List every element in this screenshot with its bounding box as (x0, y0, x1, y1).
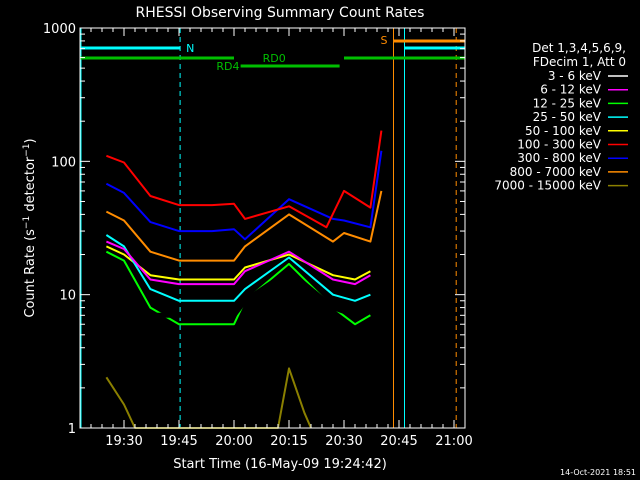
rd0-annotation: RD0 (263, 52, 286, 65)
legend-label: 800 - 7000 keV (510, 165, 602, 179)
x-tick-label: 21:00 (435, 434, 472, 449)
saa-annotation: S (381, 34, 388, 47)
legend-header-line-1: Det 1,3,4,5,6,9, (532, 41, 626, 55)
y-tick-label: 10 (59, 289, 76, 304)
legend-label: 25 - 50 keV (533, 110, 602, 124)
legend-label: 7000 - 15000 keV (494, 179, 601, 193)
plot-frame (79, 27, 466, 429)
x-axis-label: Start Time (16-May-09 19:24:42) (173, 457, 387, 472)
legend-header-line-2: FDecim 1, Att 0 (533, 55, 626, 69)
legend-label: 3 - 6 keV (548, 69, 602, 83)
series-line-100-300-kev (106, 130, 383, 229)
y-tick-label: 100 (51, 155, 76, 170)
x-tick-label: 19:30 (105, 434, 142, 449)
night-annotation: N (186, 42, 194, 55)
x-tick-label: 20:30 (325, 434, 362, 449)
legend: Det 1,3,4,5,6,9, FDecim 1, Att 0 3 - 6 k… (494, 41, 628, 193)
series-line-12-25-kev (105, 250, 371, 326)
chart-title: RHESSI Observing Summary Count Rates (136, 5, 425, 21)
legend-label: 100 - 300 keV (517, 138, 601, 152)
y-tick-label: 1000 (43, 22, 76, 37)
series-line-800-7000-kev (105, 190, 383, 262)
legend-label: 300 - 800 keV (517, 151, 601, 165)
legend-label: 6 - 12 keV (540, 83, 602, 97)
y-axis-label: Count Rate (s−1 detector−1) (22, 138, 38, 317)
legend-label: 12 - 25 keV (533, 96, 602, 110)
x-tick-label: 20:00 (215, 434, 252, 449)
legend-label: 50 - 100 keV (525, 124, 602, 138)
series-line-3-6-kev (105, 270, 372, 317)
series-line-25-50-kev (105, 234, 371, 302)
footer-date: 14-Oct-2021 18:51 (560, 468, 636, 477)
rd4-annotation: RD4 (216, 60, 239, 73)
series-line-300-800-kev (105, 150, 383, 241)
x-tick-label: 20:45 (380, 434, 417, 449)
series-line-6-12-kev (106, 240, 371, 286)
y-tick-label: 1 (68, 422, 76, 437)
x-tick-label: 20:15 (270, 434, 307, 449)
x-tick-label: 19:45 (160, 434, 197, 449)
